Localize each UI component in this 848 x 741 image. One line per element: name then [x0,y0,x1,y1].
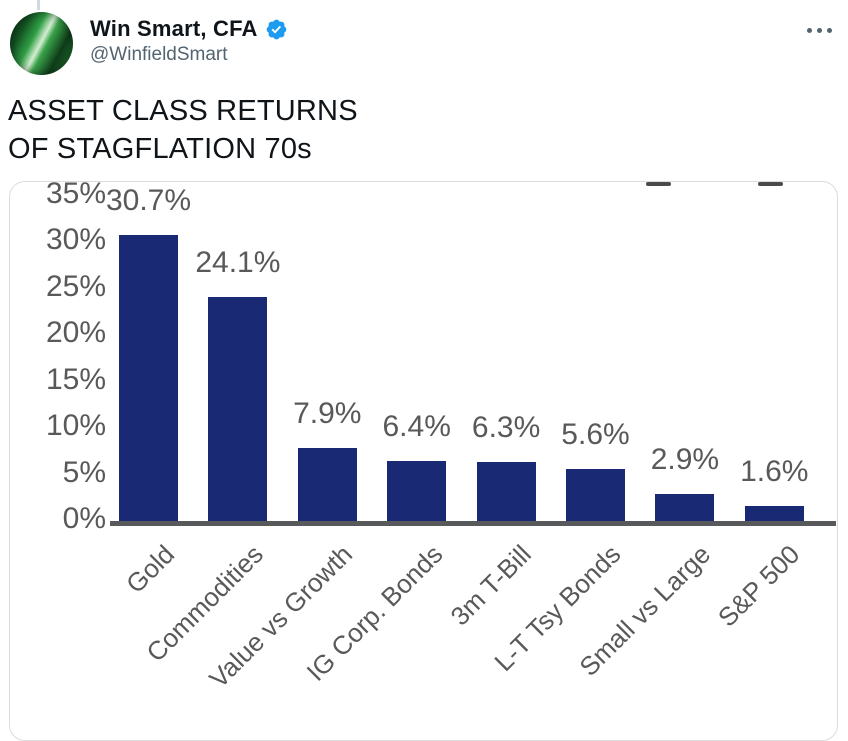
y-axis-tick-label: 5% [62,455,106,489]
tweet-text: ASSET CLASS RETURNS OF STAGFLATION 70s [8,92,358,168]
avatar[interactable] [10,12,73,75]
y-axis-tick-label: 30% [45,223,106,256]
bar-3m-t-bill [476,462,536,521]
cropped-text-remnant [758,182,783,186]
bar-value-label: 7.9% [293,396,362,430]
tweet-text-line: ASSET CLASS RETURNS [8,95,358,127]
bar-value-label: 30.7% [105,184,192,218]
y-axis-tick-label: 15% [45,362,106,396]
tweet-image-bar-chart[interactable]: 35% 30% 25% 20% 15% 10% 5% 0% 30.7% Gold 24.1% Comm… [9,181,838,741]
author-row: Win Smart, CFA [90,16,288,42]
bar-l-t-tsy-bonds [566,468,625,521]
x-axis-line [110,521,836,526]
bar-value-label: 2.9% [650,443,720,477]
bar-value-label: 6.4% [382,410,451,444]
bar-value-label: 24.1% [195,245,281,279]
bar-value-label: 5.6% [561,417,630,451]
bar-ig-corp-bonds [387,461,447,521]
verified-badge-icon [266,19,286,39]
more-horizontal-icon[interactable] [803,24,836,37]
y-axis-tick-label: 35% [45,181,106,210]
tweet-text-line: OF STAGFLATION 70s [8,133,312,165]
bar-gold [119,235,178,521]
bar-value-vs-growth [297,447,357,521]
y-axis-tick-label: 25% [45,269,106,303]
user-handle[interactable]: @WinfieldSmart [90,44,228,65]
thread-connector-line [37,0,40,10]
tweet-screenshot: { "tweet": { "display_name": "Win Smart,… [8,0,838,741]
x-axis-category-label: 3m T-Bill [444,539,538,632]
x-axis-category-label: Gold [119,539,180,600]
bar-small-vs-large [655,494,715,521]
bar-chart-plot-area: 35% 30% 25% 20% 15% 10% 5% 0% 30.7% Gold 24.1% Comm… [10,182,837,740]
bar-value-label: 6.3% [471,411,541,445]
x-axis-category-label: S&P 500 [712,539,806,633]
bar-value-label: 1.6% [740,455,809,489]
y-axis-tick-label: 0% [62,502,106,535]
y-axis-tick-label: 10% [45,409,106,442]
display-name[interactable]: Win Smart, CFA [90,16,258,41]
bar-s-p-500 [744,506,804,521]
cropped-text-remnant [646,182,671,186]
y-axis-tick-label: 20% [45,316,106,349]
bar-commodities [208,296,268,521]
